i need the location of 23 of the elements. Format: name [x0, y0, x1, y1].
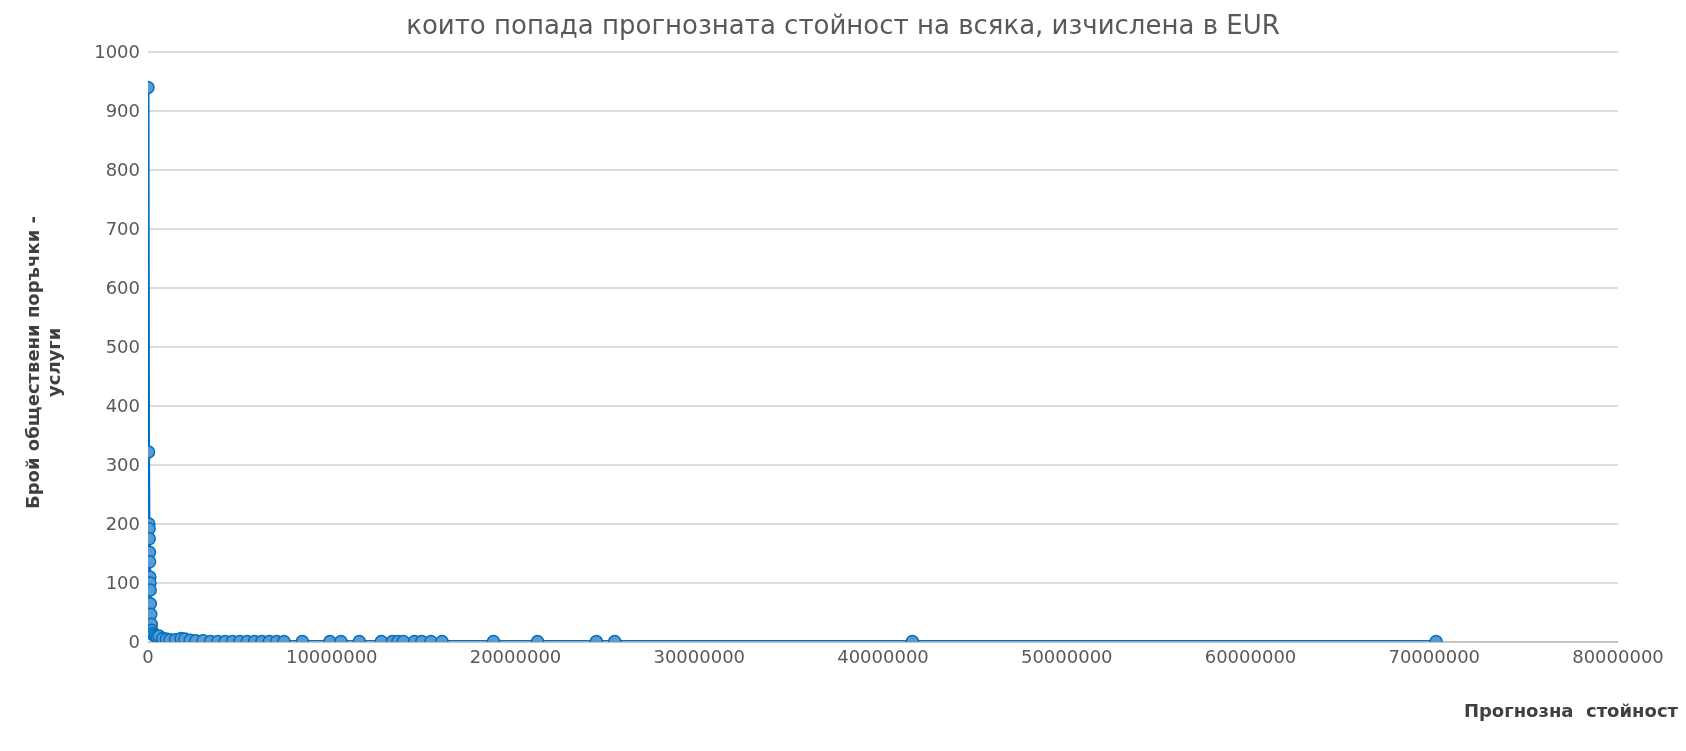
x-tick-label: 20000000 — [469, 645, 562, 667]
y-tick-label: 100 — [105, 572, 140, 594]
x-tick-label: 10000000 — [285, 645, 378, 667]
x-axis-title: Прогнозна стойност — [1463, 700, 1678, 721]
y-tick-label: 500 — [105, 336, 140, 358]
y-tick-label: 700 — [105, 218, 140, 240]
x-tick-label: 60000000 — [1204, 645, 1297, 667]
chart-title: които попада прогнозната стойност на всяка, изчислена в EUR — [405, 9, 1281, 42]
x-tick-label: 70000000 — [1388, 645, 1481, 667]
y-tick-label: 600 — [105, 277, 140, 299]
y-tick-label: 0 — [128, 631, 140, 653]
y-tick-label: 300 — [105, 454, 140, 476]
y-tick-label: 800 — [105, 159, 140, 181]
x-tick-label: 30000000 — [653, 645, 746, 667]
y-axis-title: Брой обществени поръчки - услуги — [22, 214, 64, 511]
y-tick-label: 400 — [105, 395, 140, 417]
y-tick-label: 1000 — [94, 41, 140, 63]
x-tick-label: 0 — [142, 645, 154, 667]
y-tick-label: 200 — [105, 513, 140, 535]
y-tick-label: 900 — [105, 100, 140, 122]
x-tick-label: 40000000 — [837, 645, 929, 667]
x-tick-label: 80000000 — [1572, 645, 1664, 667]
x-tick-label: 50000000 — [1020, 645, 1113, 667]
